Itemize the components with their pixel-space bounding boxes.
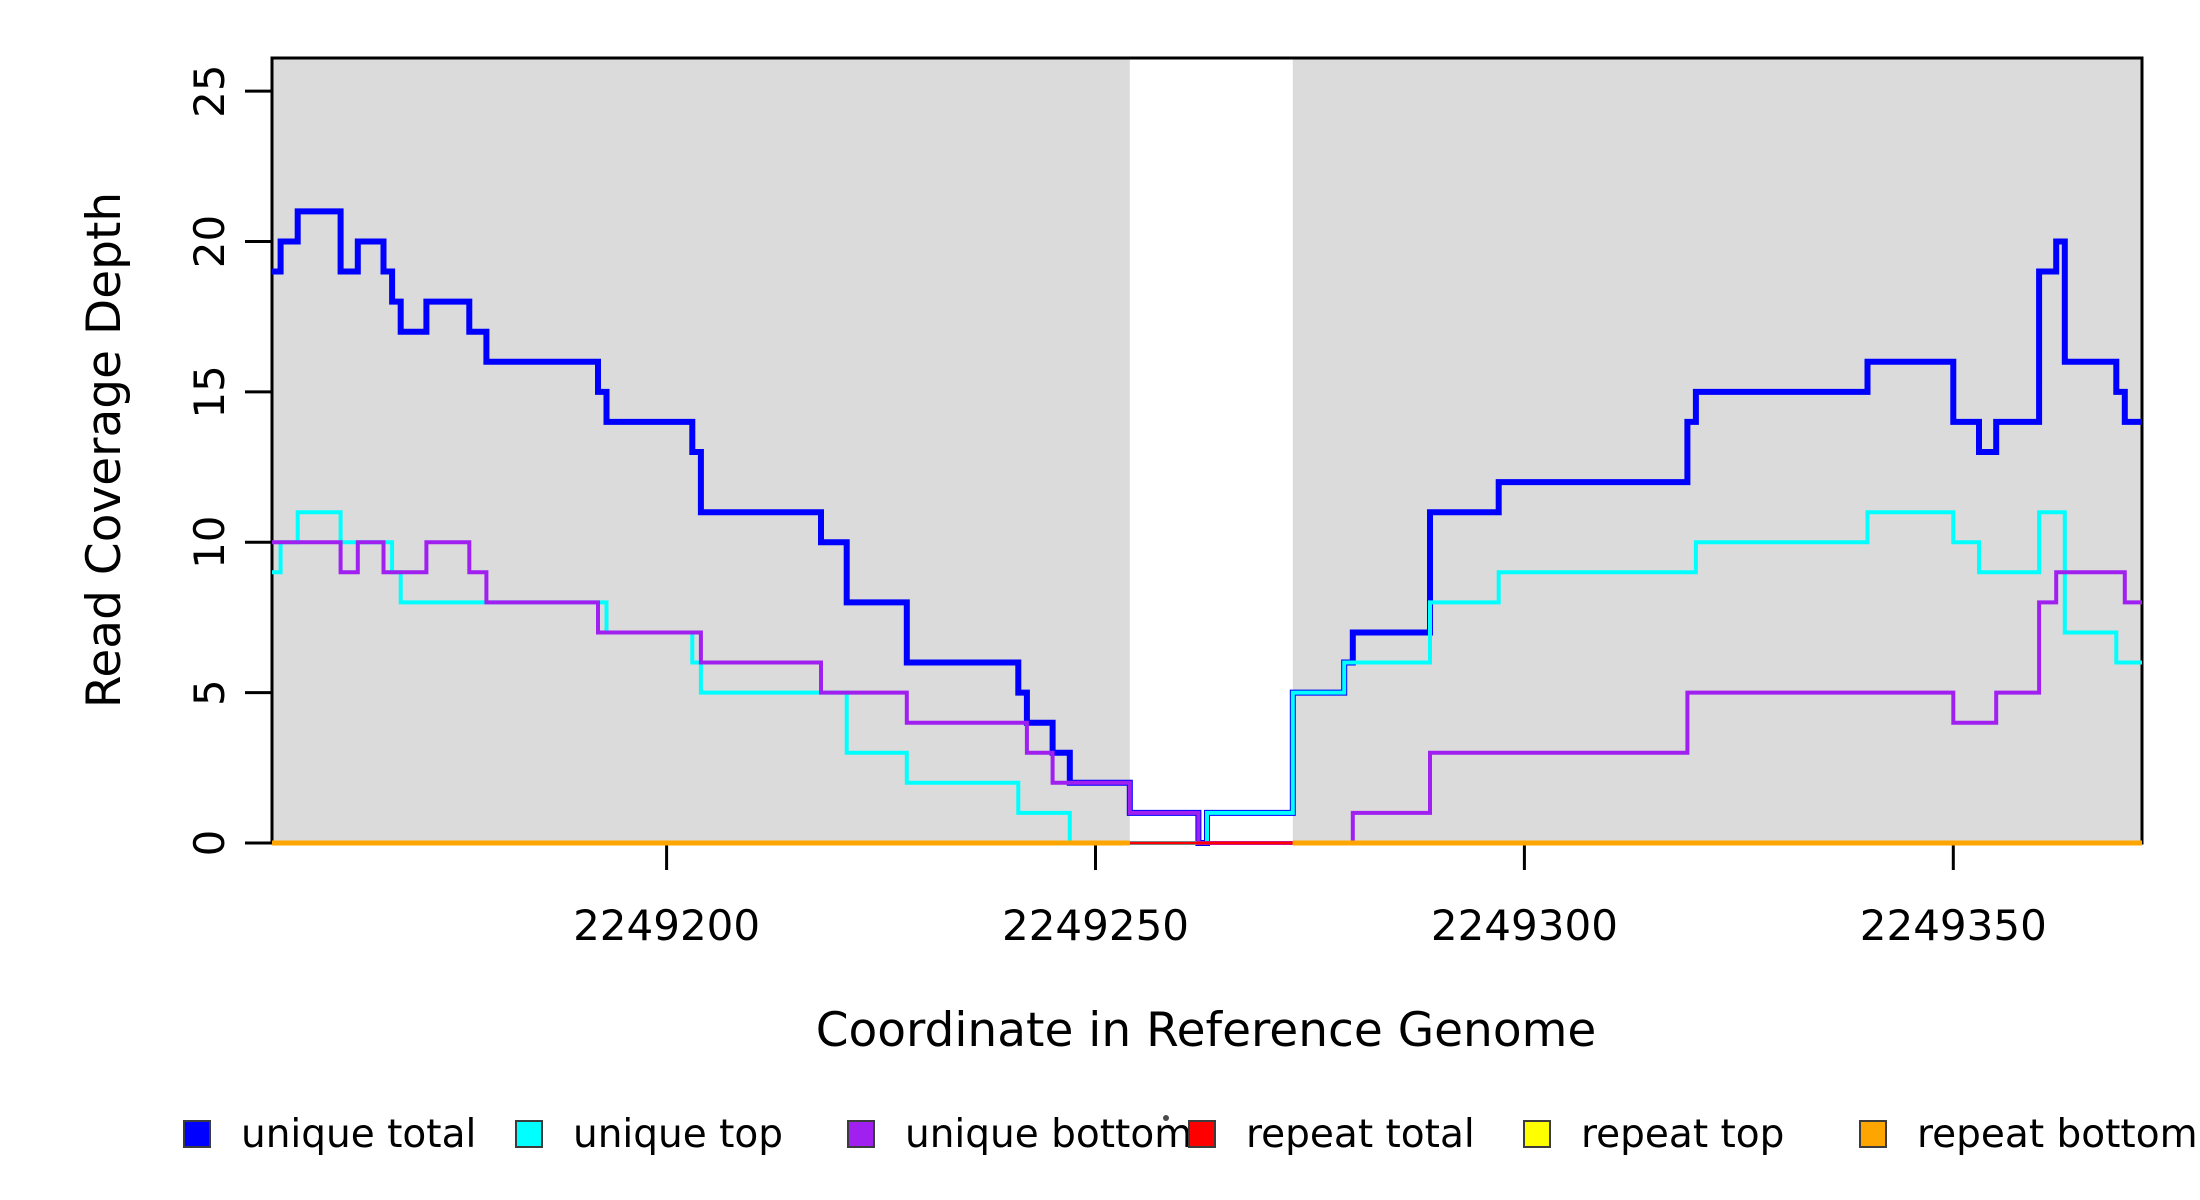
series-unique-total — [272, 208, 2142, 846]
legend-label-repeat-top: repeat top — [1581, 1111, 1785, 1157]
x-tick-label: 2249250 — [1002, 901, 1189, 950]
series-unique-bottom — [272, 540, 2142, 845]
legend-label-unique-total: unique total — [241, 1111, 477, 1157]
legend-item-unique-total: unique total — [183, 1112, 476, 1157]
legend-swatch-unique-bottom — [847, 1120, 875, 1148]
legend-item-repeat-total: repeat total — [1188, 1112, 1475, 1157]
stray-dot-artifact — [1163, 1115, 1169, 1121]
legend-label-unique-bottom: unique bottom — [905, 1111, 1193, 1157]
legend-swatch-repeat-top — [1523, 1120, 1551, 1148]
legend-item-unique-bottom: unique bottom — [847, 1112, 1192, 1157]
y-tick-label: 0 — [185, 830, 234, 857]
legend-label-repeat-total: repeat total — [1246, 1111, 1475, 1157]
shaded-region — [1292, 58, 2142, 843]
x-tick-label: 2249200 — [573, 901, 760, 950]
x-tick-label: 2249300 — [1431, 901, 1618, 950]
chart-layer: 2249200 2249250 2249300 2249350 0 5 10 15 20 25 — [185, 56, 2144, 950]
y-tick-label: 25 — [185, 64, 234, 117]
legend-label-unique-top: unique top — [573, 1111, 784, 1157]
legend-item-repeat-top: repeat top — [1523, 1112, 1784, 1157]
x-axis-title: Coordinate in Reference Genome — [816, 1003, 1597, 1058]
y-axis-title: Read Coverage Depth — [77, 192, 132, 708]
x-tick-label: 2249350 — [1860, 901, 2047, 950]
y-tick-label: 15 — [185, 365, 234, 418]
legend-swatch-unique-top — [515, 1120, 543, 1148]
y-tick-label: 10 — [185, 515, 234, 568]
y-tick-label: 5 — [185, 679, 234, 706]
legend-swatch-unique-total — [183, 1120, 211, 1148]
y-tick-label: 20 — [185, 215, 234, 268]
legend-swatch-repeat-bottom — [1859, 1120, 1887, 1148]
legend-label-repeat-bottom: repeat bottom — [1917, 1111, 2198, 1157]
legend-swatch-repeat-total — [1188, 1120, 1216, 1148]
legend-item-unique-top: unique top — [515, 1112, 783, 1157]
legend-item-repeat-bottom: repeat bottom — [1859, 1112, 2198, 1157]
